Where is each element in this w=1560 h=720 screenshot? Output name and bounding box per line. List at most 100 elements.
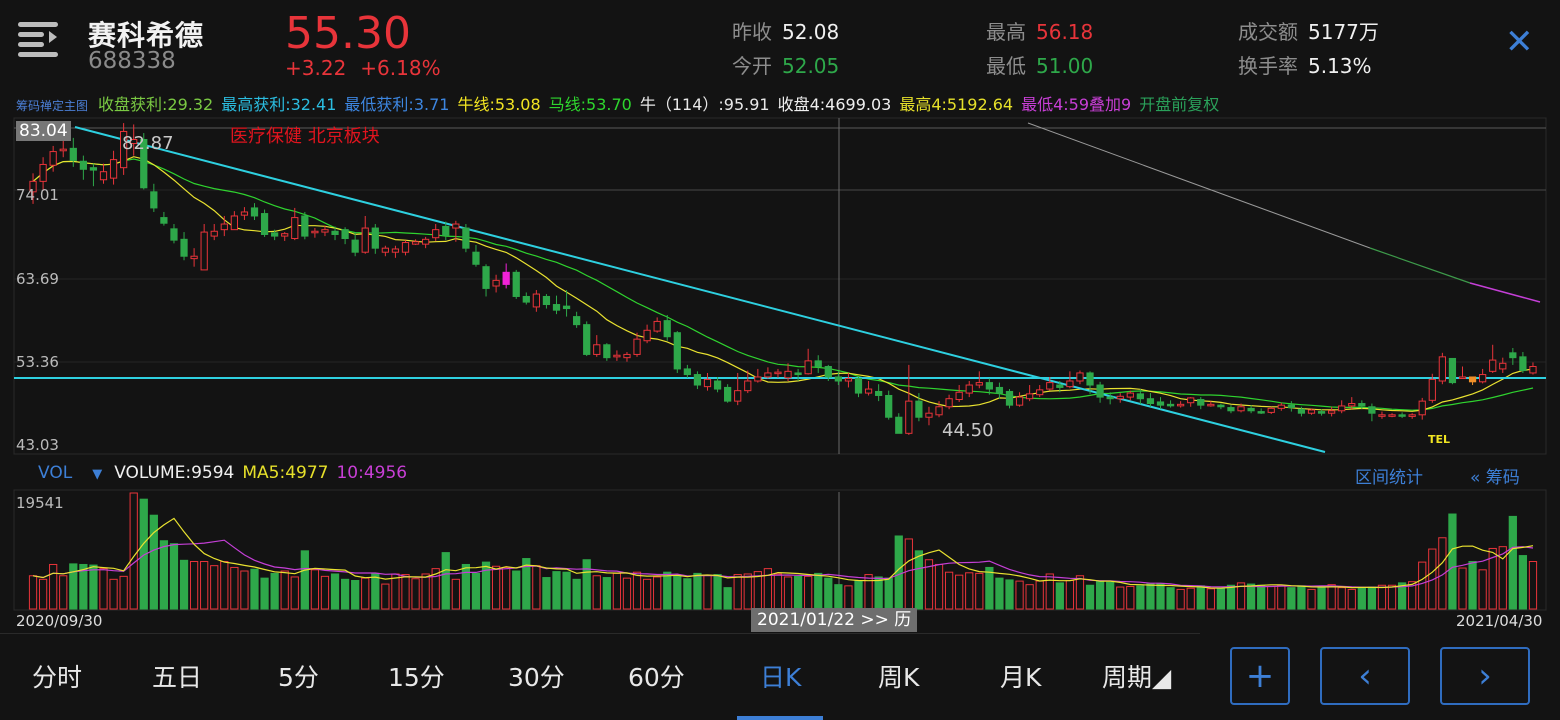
volume-bar: [149, 514, 158, 610]
indicator-title[interactable]: 筹码禅定主图: [16, 99, 89, 113]
candle-body: [1257, 411, 1265, 414]
volume-bar: [642, 578, 652, 610]
volume-bar: [1095, 581, 1105, 610]
volume-bar: [230, 566, 239, 610]
price-change: +3.22 +6.18%: [285, 56, 455, 80]
indicator-value: 牛（114）:95.91: [639, 95, 770, 114]
candle-body: [512, 271, 520, 297]
volume-bar: [703, 574, 712, 610]
volume-bar: [1085, 584, 1095, 610]
volume-bar: [1236, 582, 1246, 610]
volume-bar: [361, 577, 370, 610]
candle-body: [472, 251, 480, 265]
candle-body: [844, 378, 853, 382]
candle-body: [432, 229, 440, 239]
tab-period[interactable]: 分时: [32, 663, 83, 692]
volume-bar: [1055, 582, 1064, 610]
candle-body: [220, 223, 228, 231]
candle-body: [1126, 392, 1134, 398]
candle-body: [814, 360, 822, 368]
volume-bar: [351, 580, 360, 610]
candle-body: [885, 394, 893, 418]
volume-bar: [592, 575, 601, 610]
candle-body: [1388, 414, 1396, 417]
prev-button[interactable]: ‹: [1320, 647, 1410, 705]
volume-bar: [773, 573, 783, 610]
volume-bar: [1277, 584, 1286, 610]
tab-period[interactable]: 5分: [278, 663, 319, 692]
low-annotation: 44.50: [942, 420, 994, 441]
volume-bar: [300, 550, 309, 610]
candle-body: [1519, 356, 1527, 372]
tab-period[interactable]: 周期◢: [1102, 663, 1172, 692]
volume-bar: [1438, 537, 1447, 610]
volume-bar: [622, 577, 632, 610]
candle-body: [210, 230, 218, 237]
volume-bar: [632, 571, 642, 610]
volume-bar: [1166, 587, 1175, 610]
indicator-value: 收盘4:4699.03: [777, 95, 892, 114]
volume-bar: [330, 573, 340, 610]
candle-body: [120, 130, 128, 169]
tab-period[interactable]: 月K: [1000, 663, 1042, 692]
candle-body: [1428, 378, 1436, 401]
volume-bar: [1418, 561, 1427, 610]
candle-body: [1408, 414, 1416, 417]
candle-body: [734, 390, 742, 402]
volume-bar: [1518, 555, 1528, 610]
tab-period[interactable]: 周K: [878, 663, 920, 692]
candle-body: [200, 231, 208, 271]
candle-body: [995, 386, 1004, 394]
candle-body: [864, 388, 873, 394]
candle-body: [925, 412, 933, 418]
candle-body: [1277, 404, 1285, 409]
candlestick-chart[interactable]: [0, 0, 1560, 640]
vol-indicator-title[interactable]: VOL: [38, 463, 73, 483]
candle-body: [1076, 372, 1084, 382]
candle-body: [1448, 357, 1457, 384]
candle-body: [562, 305, 571, 310]
tab-period[interactable]: 30分: [508, 663, 565, 692]
volume-bar: [572, 578, 581, 610]
volume-bar: [743, 573, 752, 610]
candle-body: [1197, 399, 1205, 406]
chips-button[interactable]: « 筹码: [1470, 468, 1520, 488]
volume-bar: [814, 572, 823, 610]
volume-bar: [1357, 587, 1366, 610]
cursor-date[interactable]: 2021/01/22 >> 历: [751, 608, 918, 632]
volume-bar: [89, 564, 98, 610]
candle-body: [985, 382, 993, 390]
tab-period[interactable]: 日K: [760, 663, 802, 692]
volume-bar: [532, 565, 541, 610]
candle-body: [1247, 407, 1255, 412]
menu-icon[interactable]: [18, 22, 62, 58]
candle-body: [190, 255, 198, 260]
volume-bar: [210, 565, 219, 610]
dropdown-arrow-icon[interactable]: ▼: [92, 467, 103, 482]
candle-body: [250, 207, 259, 217]
candle-body: [663, 320, 671, 338]
candle-body: [160, 217, 168, 224]
tab-period[interactable]: 五日: [152, 663, 203, 692]
volume-bar: [1025, 584, 1034, 610]
volume-bar: [612, 572, 622, 610]
period-tab-bar: 分时 五日 5分 15分 30分 60分 日K 周K 月K 周期◢: [0, 640, 1200, 720]
candle-body: [713, 380, 722, 390]
tab-period[interactable]: 60分: [628, 663, 685, 692]
volume-bar: [310, 569, 320, 610]
next-button[interactable]: ›: [1440, 647, 1530, 705]
candle-body: [59, 148, 67, 152]
candle-body: [1026, 393, 1034, 400]
close-icon[interactable]: ✕: [1505, 22, 1534, 62]
volume-bar: [79, 563, 88, 610]
volume-bar: [793, 575, 803, 610]
candle-body: [240, 211, 249, 216]
candle-body: [89, 167, 98, 171]
tab-period[interactable]: 15分: [388, 663, 445, 692]
range-stats-button[interactable]: 区间统计: [1355, 468, 1423, 488]
price-panel-frame: [13, 117, 1547, 455]
volume-bar: [139, 498, 148, 610]
candle-body: [422, 238, 430, 245]
zoom-in-button[interactable]: +: [1230, 647, 1290, 705]
volume-bar: [441, 552, 450, 610]
